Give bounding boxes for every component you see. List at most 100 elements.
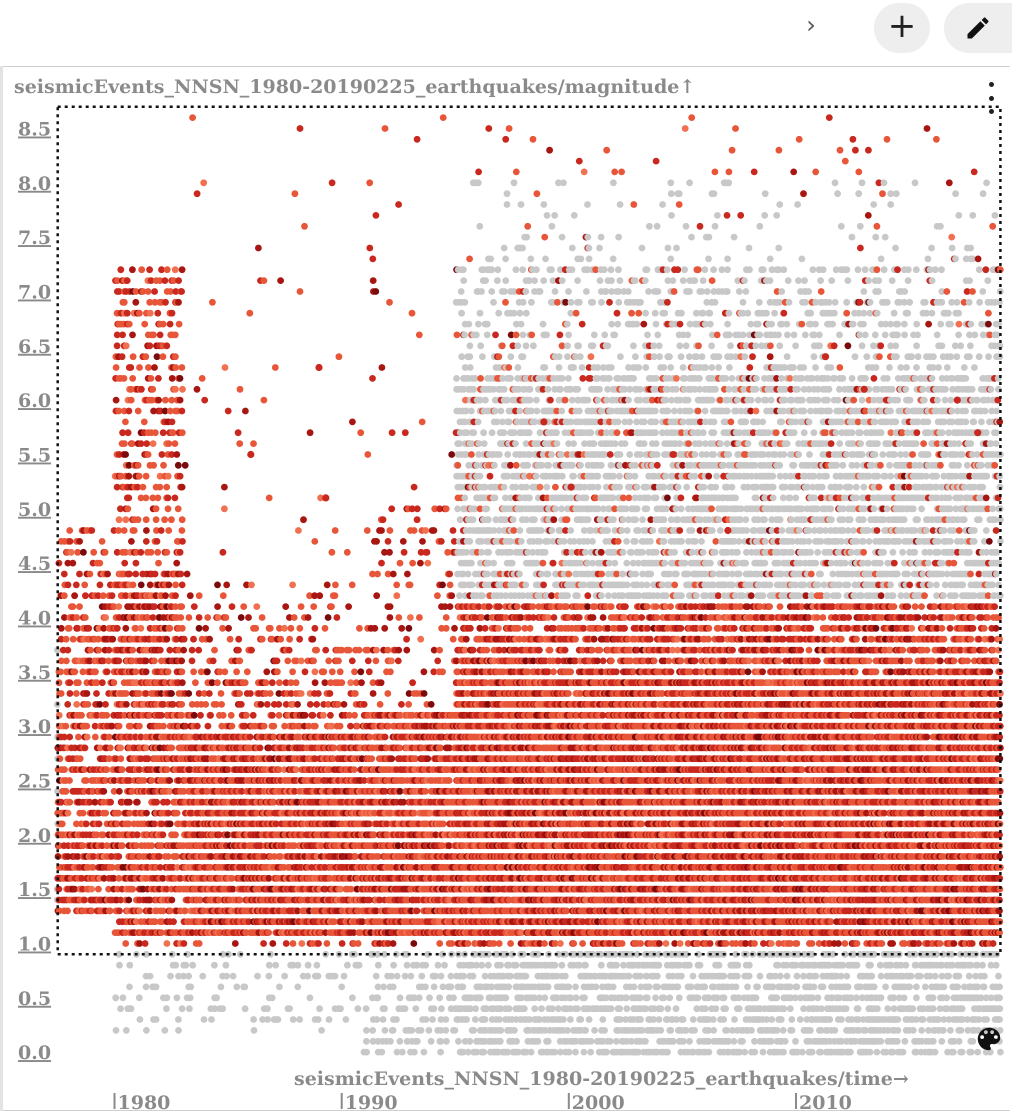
data-point xyxy=(428,1038,435,1045)
data-point xyxy=(241,984,248,991)
data-point xyxy=(371,625,378,632)
data-point xyxy=(189,647,196,654)
data-point xyxy=(389,429,396,436)
data-point xyxy=(116,962,123,969)
data-point xyxy=(263,679,270,686)
data-point xyxy=(388,658,395,665)
data-point xyxy=(160,429,167,436)
data-point xyxy=(107,745,114,752)
data-point xyxy=(325,658,332,665)
data-point xyxy=(399,1049,406,1056)
data-point xyxy=(189,114,196,121)
data-point xyxy=(337,668,344,675)
data-point xyxy=(175,505,182,512)
data-point xyxy=(162,299,169,306)
data-point xyxy=(245,614,252,621)
data-point xyxy=(102,701,109,708)
data-point xyxy=(92,734,99,741)
data-point xyxy=(274,668,281,675)
data-point xyxy=(165,505,172,512)
data-point xyxy=(162,397,169,404)
data-point xyxy=(90,549,97,556)
data-point xyxy=(294,701,301,708)
data-point xyxy=(184,571,191,578)
data-point xyxy=(173,560,180,567)
data-point xyxy=(341,701,348,708)
data-point xyxy=(213,994,220,1001)
data-point xyxy=(132,299,139,306)
data-point xyxy=(126,984,133,991)
data-point xyxy=(136,723,143,730)
data-point xyxy=(122,940,129,947)
data-point xyxy=(174,994,181,1001)
data-point xyxy=(266,973,273,980)
data-point xyxy=(166,647,173,654)
data-point xyxy=(115,853,122,860)
data-point xyxy=(305,962,312,969)
data-point xyxy=(201,1016,208,1023)
data-point xyxy=(363,1049,370,1056)
data-point xyxy=(196,940,203,947)
data-point xyxy=(418,973,425,980)
data-point xyxy=(75,679,82,686)
data-point xyxy=(369,375,376,382)
data-point xyxy=(357,429,364,436)
data-point xyxy=(178,701,185,708)
data-point xyxy=(434,658,441,665)
data-point xyxy=(78,712,85,719)
data-point xyxy=(266,495,273,502)
data-point xyxy=(109,636,116,643)
data-point xyxy=(172,386,179,393)
data-point xyxy=(364,527,371,534)
data-point xyxy=(315,1016,322,1023)
data-point xyxy=(73,701,80,708)
data-point xyxy=(102,614,109,621)
data-point xyxy=(116,516,123,523)
data-point xyxy=(289,582,296,589)
data-point xyxy=(164,799,171,806)
data-point xyxy=(397,994,404,1001)
data-point xyxy=(293,679,300,686)
data-point xyxy=(66,734,73,741)
data-point xyxy=(244,668,251,675)
data-point xyxy=(177,375,184,382)
data-point xyxy=(298,690,305,697)
data-point xyxy=(388,505,395,512)
data-point xyxy=(128,397,135,404)
data-point xyxy=(114,342,121,349)
data-point xyxy=(366,245,373,252)
data-point xyxy=(407,614,414,621)
data-point xyxy=(286,636,293,643)
data-point xyxy=(157,332,164,339)
data-point xyxy=(390,571,397,578)
data-point xyxy=(70,603,77,610)
data-point xyxy=(302,712,309,719)
data-point xyxy=(123,690,130,697)
data-point xyxy=(68,549,75,556)
data-point xyxy=(153,984,160,991)
data-point xyxy=(159,451,166,458)
data-point xyxy=(179,386,186,393)
data-point xyxy=(358,679,365,686)
data-point xyxy=(209,299,216,306)
data-point xyxy=(429,1016,436,1023)
data-point xyxy=(195,647,202,654)
data-point xyxy=(314,962,321,969)
data-point xyxy=(151,364,158,371)
data-point xyxy=(185,973,192,980)
data-point xyxy=(163,636,170,643)
data-point xyxy=(305,614,312,621)
data-point xyxy=(225,408,232,415)
data-point xyxy=(242,408,249,415)
data-point xyxy=(160,831,167,838)
data-point xyxy=(312,625,319,632)
data-point xyxy=(149,386,156,393)
data-point xyxy=(199,375,206,382)
data-point xyxy=(104,668,111,675)
data-point xyxy=(145,451,152,458)
data-point xyxy=(126,799,133,806)
data-point xyxy=(337,723,344,730)
data-point xyxy=(366,668,373,675)
data-point xyxy=(82,614,89,621)
